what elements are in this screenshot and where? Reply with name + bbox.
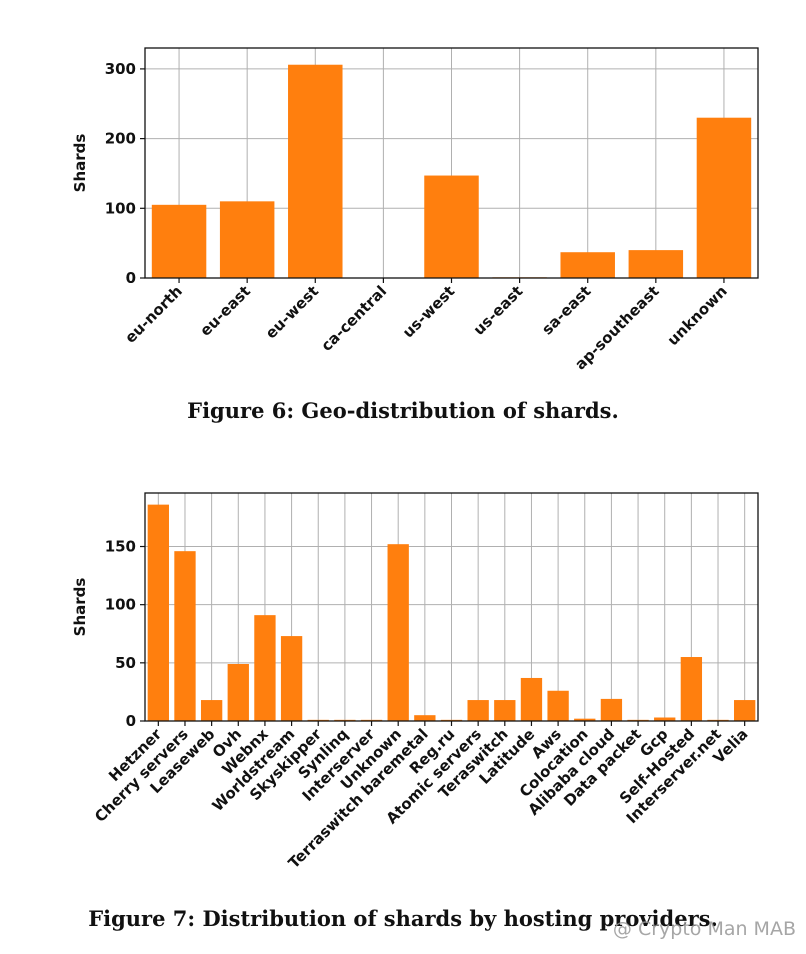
bar-eu-west	[288, 64, 343, 279]
bar-sa-east	[560, 252, 615, 278]
bar-teraswitch	[494, 700, 516, 721]
watermark-text: @ Crypto Man MAB	[612, 918, 796, 940]
y-axis-label: Shards	[71, 578, 89, 637]
figure-6-caption: Figure 6: Geo-distribution of shards.	[187, 398, 619, 423]
y-tick-label: 0	[126, 269, 136, 287]
bar-latitude	[520, 677, 543, 721]
plot-frame	[144, 47, 759, 279]
plot-frame	[144, 492, 759, 722]
x-tick-label: eu-east	[196, 282, 254, 340]
y-tick-label: 100	[105, 596, 136, 614]
x-tick-label: us-east	[470, 282, 527, 339]
hosting-providers-chart: 0 50 100 150 Hetzner Cherry servers Leaseweb Ov…	[0, 445, 806, 900]
x-tick-label: us-west	[399, 282, 458, 341]
y-tick-label: 0	[126, 712, 136, 730]
plot-area: 0 100 200 300 eu-north eu-east eu-westca-centr…	[71, 47, 759, 373]
bar-gcp	[654, 717, 676, 721]
y-tick-label: 50	[115, 654, 136, 672]
bar-ovh	[227, 664, 249, 721]
bar-eu-north	[151, 204, 207, 278]
bar-alibaba-cloud	[600, 698, 623, 721]
y-tick-label: 100	[105, 199, 136, 217]
bar-unknown	[387, 544, 409, 721]
bar-self-hosted	[680, 657, 703, 721]
bar-us-west	[424, 175, 479, 278]
bar-unknown	[696, 117, 752, 279]
x-tick-label: ca-central	[318, 282, 391, 355]
y-tick-label: 300	[105, 60, 136, 78]
bar-terraswitch-baremetal	[414, 715, 436, 721]
y-tick-label: 150	[105, 538, 136, 556]
x-tick-label: unknown	[664, 282, 731, 349]
geo-distribution-chart: 0 100 200 300 eu-north eu-east eu-west ca-centr…	[0, 0, 806, 400]
bar-colocation	[574, 718, 596, 721]
y-tick-label: 200	[105, 130, 136, 148]
bar-aws	[547, 690, 569, 721]
x-tick-label: eu-north	[121, 282, 186, 347]
bar-worldstream	[280, 636, 303, 721]
y-axis-label: Shards	[71, 134, 89, 193]
bar-eu-east	[219, 201, 275, 278]
x-tick-label: sa-east	[538, 282, 594, 338]
bar-cherry-servers	[174, 551, 196, 721]
bar-velia	[734, 700, 756, 721]
bar-atomic-servers	[467, 700, 489, 721]
bar-ap-southeast	[628, 250, 684, 278]
bar-leaseweb	[200, 700, 223, 721]
bar-hetzner	[147, 504, 169, 721]
bar-webnx	[254, 615, 276, 721]
figure-7-caption: Figure 7: Distribution of shards by host…	[88, 906, 718, 931]
x-tick-label: eu-west	[262, 282, 322, 342]
geo-chart-svg: 0 100 200 300 eu-north eu-east eu-westca-centr…	[71, 47, 759, 373]
